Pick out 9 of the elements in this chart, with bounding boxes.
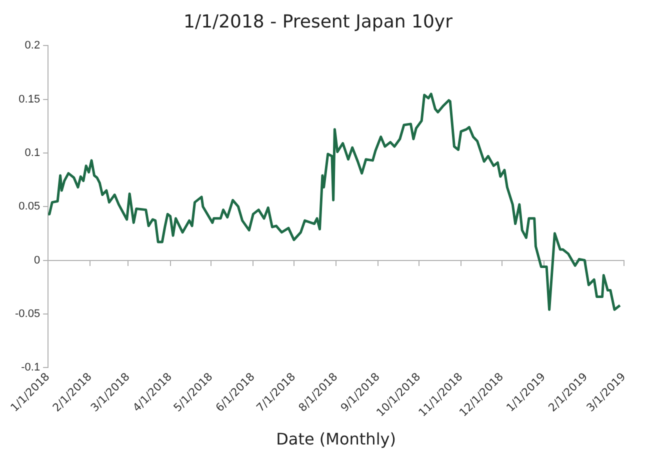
x-axis-title: Date (Monthly) bbox=[276, 430, 396, 449]
y-tick-label: -0.05 bbox=[14, 308, 40, 320]
y-tick-label: 0 bbox=[34, 254, 40, 266]
y-tick-label: 0.15 bbox=[18, 93, 40, 106]
y-tick-label: 0.2 bbox=[24, 40, 40, 52]
chart-title: 1/1/2018 - Present Japan 10yr bbox=[184, 11, 454, 32]
y-tick-label: -0.1 bbox=[21, 362, 40, 374]
y-tick-label: 0.1 bbox=[24, 146, 40, 159]
y-tick-label: 0.05 bbox=[18, 200, 40, 213]
